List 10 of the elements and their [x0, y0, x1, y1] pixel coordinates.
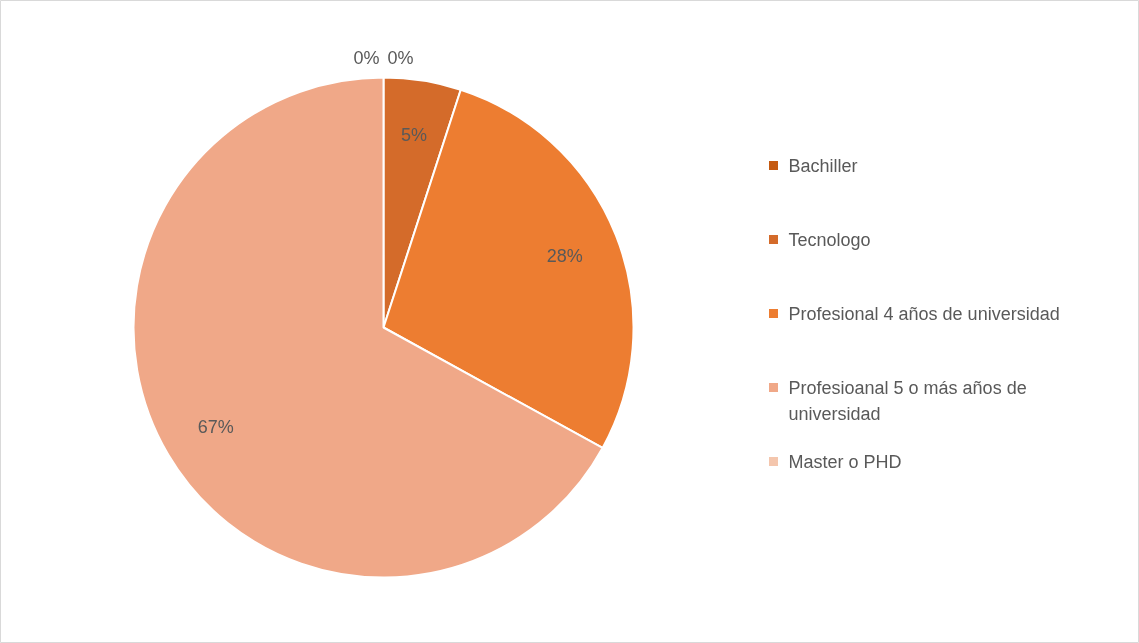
- legend-label: Tecnologo: [788, 229, 871, 250]
- text: 0%: [387, 47, 414, 68]
- legend-label: Master o PHD: [788, 451, 902, 472]
- data-label: 28%: [546, 245, 583, 266]
- legend-label: Profesional 4 años de universidad: [788, 303, 1060, 324]
- text: 0%: [353, 47, 380, 68]
- data-label: 67%: [197, 416, 234, 437]
- legend-label: Bachiller: [788, 155, 858, 176]
- legend-label: Profesioanal 5 o más años de universidad: [788, 377, 1027, 424]
- data-label: 5%: [401, 124, 428, 145]
